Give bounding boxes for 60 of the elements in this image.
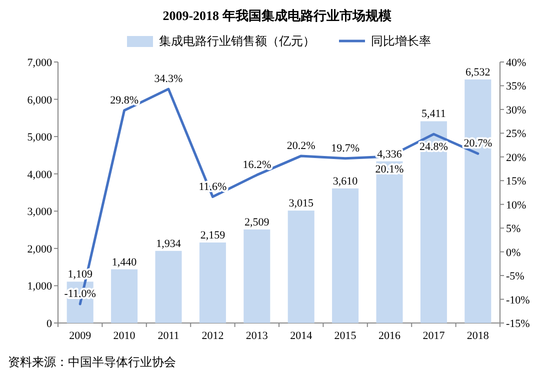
data-label: 2,509: [244, 216, 270, 228]
y-tick-label: 2,000: [27, 243, 52, 256]
x-tick-label: 2009: [69, 330, 92, 342]
bar: [288, 210, 314, 323]
legend-label: 同比增长率: [371, 34, 431, 48]
y2-tick-label: 30%: [506, 104, 526, 116]
x-tick-label: 2012: [202, 330, 224, 342]
y2-tick-label: -10%: [506, 294, 530, 306]
legend-label: 集成电路行业销售额（亿元）: [159, 34, 315, 48]
data-label: 34.3%: [154, 73, 183, 86]
y2-tick-label: 20%: [506, 152, 526, 164]
data-label: 2,159: [200, 230, 226, 242]
y-tick-label: 7,000: [27, 57, 52, 69]
bar: [111, 269, 138, 323]
x-tick-label: 2010: [113, 330, 136, 342]
y-tick-label: 6,000: [27, 94, 52, 106]
y2-tick-label: 35%: [506, 80, 526, 93]
y-tick-label: 4,000: [27, 168, 52, 181]
y2-tick-label: -5%: [506, 270, 524, 283]
data-label: 3,610: [332, 175, 358, 188]
data-label: 19.7%: [331, 142, 360, 154]
y2-tick-label: 25%: [506, 128, 526, 140]
y-tick-label: 1,000: [27, 280, 52, 293]
data-label: 6,532: [466, 66, 490, 78]
data-label: 1,440: [112, 256, 138, 268]
chart-title: 2009-2018 年我国集成电路行业市场规模: [162, 8, 392, 23]
x-tick-label: 2011: [158, 330, 180, 342]
data-label: 29.8%: [110, 94, 139, 106]
y2-tick-label: 0%: [506, 246, 521, 259]
x-tick-label: 2013: [246, 330, 268, 342]
y-tick-label: 5,000: [27, 132, 52, 144]
data-label: 16.2%: [242, 158, 272, 171]
data-label: 5,411: [422, 108, 446, 120]
y2-tick-label: 15%: [506, 176, 526, 188]
y2-tick-label: -15%: [506, 318, 530, 330]
x-tick-label: 2016: [378, 330, 401, 342]
bar: [199, 242, 226, 323]
bar: [244, 229, 270, 323]
data-label: -11.0%: [64, 288, 96, 300]
bar: [420, 121, 447, 323]
x-tick-label: 2014: [290, 330, 313, 342]
bar: [155, 250, 182, 323]
y2-tick-label: 40%: [506, 57, 526, 69]
x-tick-label: 2017: [422, 330, 446, 342]
data-label: 24.8%: [419, 141, 448, 154]
y-tick-label: 3,000: [27, 206, 52, 218]
y-tick-label: 0: [46, 318, 52, 330]
x-tick-label: 2015: [334, 330, 357, 342]
x-tick-label: 2018: [466, 330, 490, 342]
y2-tick-label: 5%: [506, 223, 521, 236]
data-label: 20.7%: [464, 138, 492, 150]
text: 资料来源：中国半导体行业协会: [8, 355, 176, 369]
data-label: 20.2%: [286, 140, 316, 152]
bar: [464, 79, 492, 323]
bar: [332, 188, 359, 323]
data-label: 20.1%: [375, 163, 404, 176]
bar: [376, 161, 403, 323]
data-label: 1,934: [156, 238, 182, 250]
data-label: 3,015: [288, 198, 314, 210]
y2-tick-label: 10%: [506, 199, 526, 212]
